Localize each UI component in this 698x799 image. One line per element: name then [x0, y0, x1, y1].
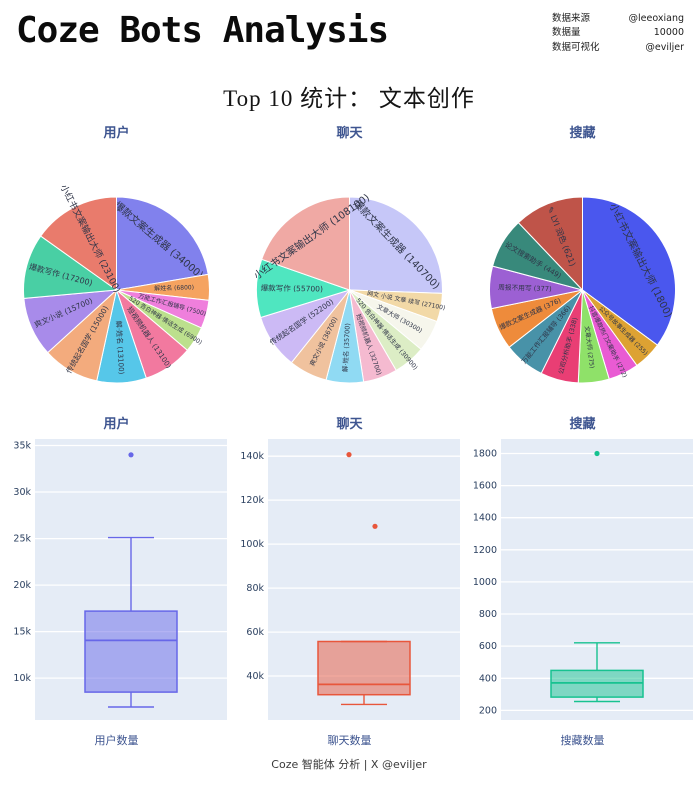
- y-tick-label: 15k: [13, 626, 31, 637]
- pie-svg: 小红书文案输出大师 (1800)公众号故事生成器 (255)抖音爆款热门文案助手…: [489, 196, 676, 384]
- meta-value: 10000: [653, 27, 684, 39]
- chart-title: 搜藏: [569, 416, 596, 432]
- pie-slice: [40, 196, 117, 291]
- pie-slice: [349, 196, 443, 294]
- meta-row-visualization: 数据可视化 @eviljer: [552, 41, 684, 55]
- y-tick-label: 10k: [13, 673, 31, 684]
- box-iqr: [84, 610, 178, 693]
- y-tick-label: 400: [479, 673, 497, 684]
- pie-favorites-canvas: 小红书文案输出大师 (1800) 公众号故事生成器 (255) 抖音爆款热门文案助手…: [466, 143, 698, 408]
- y-tick-label: 40k: [246, 671, 264, 682]
- box-svg: 40k 60k 80k 100k 120k 140k: [240, 438, 460, 720]
- pie-slice: [116, 196, 209, 291]
- outlier-point: [346, 451, 352, 457]
- pie-chart-users: 用户 爆款文案生成器 (34000) 解姓名 (6800) 万能工作汇报辅导 (75…: [0, 125, 233, 408]
- meta-label: 数据量: [552, 27, 581, 39]
- pie-slice: [582, 196, 676, 346]
- chart-title: 用户: [103, 125, 130, 141]
- y-tick-label: 1600: [473, 480, 497, 491]
- outlier-point: [128, 451, 134, 458]
- x-axis-label: 搜藏数量: [560, 733, 605, 747]
- pie-slice: [261, 196, 350, 291]
- chart-title: 用户: [103, 416, 130, 432]
- y-tick-label: 60k: [246, 627, 264, 638]
- meta-row-source: 数据来源 @leeoxiang: [552, 12, 684, 26]
- y-tick-label: 20k: [13, 580, 31, 591]
- box-favorites-canvas: 200 400 600 800 1000 1200 1400 1600 1800: [466, 434, 698, 736]
- outlier-point: [594, 450, 600, 456]
- chart-title: 搜藏: [569, 125, 596, 141]
- pie-chart-favorites: 搜藏 小红书文案输出大师 (1800) 公众号故事生成器 (255) 抖音爆款热门文…: [466, 125, 698, 408]
- x-axis-label: 聊天数量: [327, 733, 372, 747]
- meta-value: @leeoxiang: [628, 13, 684, 24]
- chart-title: 聊天: [336, 125, 363, 141]
- pie-svg: 爆款文案生成器 (34000)解姓名 (6800)万能工作汇报辅导 (7500)…: [23, 182, 210, 384]
- y-tick-label: 120k: [240, 495, 264, 506]
- x-axis-label: 用户数量: [94, 733, 139, 747]
- y-tick-label: 25k: [13, 533, 31, 544]
- y-tick-label: 600: [479, 641, 497, 652]
- y-tick-label: 1800: [473, 448, 497, 459]
- y-tick-label: 1000: [473, 577, 497, 588]
- app-title: Coze Bots Analysis: [16, 10, 389, 51]
- outlier-point: [372, 523, 378, 529]
- y-tick-label: 800: [479, 609, 497, 620]
- meta-label: 数据可视化: [552, 41, 600, 53]
- box-users-canvas: 10k 15k 20k 25k 30k 35k: [0, 434, 233, 736]
- box-chats-canvas: 40k 60k 80k 100k 120k 140k: [233, 434, 466, 736]
- y-tick-label: 30k: [13, 487, 31, 498]
- pie-slice-label: 解·姓名 (35700): [340, 323, 351, 372]
- y-tick-label: 140k: [240, 451, 264, 462]
- pie-slice-label: 解姓名 (6800): [154, 283, 194, 292]
- pie-slice-label: 爆款写作 (55700): [261, 282, 323, 293]
- box-plot-favorites: 搜藏 200 400 600 800 1000 1200 1400 1600 1800 搜藏数量: [466, 416, 698, 748]
- y-tick-label: 100k: [240, 539, 264, 550]
- chart-title: 聊天: [336, 416, 363, 432]
- main-title: Top 10 统计： 文本创作: [223, 85, 475, 111]
- meta-row-count: 数据量 10000: [552, 26, 684, 40]
- y-tick-label: 80k: [246, 583, 264, 594]
- y-tick-label: 200: [479, 705, 497, 716]
- footer: Coze 智能体 分析 | X @eviljer: [271, 757, 427, 771]
- pie-slice: [23, 235, 118, 299]
- pie-users-canvas: 爆款文案生成器 (34000) 解姓名 (6800) 万能工作汇报辅导 (7500)…: [0, 143, 233, 408]
- pie-slice-label: 解·姓名 (13100): [114, 320, 126, 374]
- header-meta: 数据来源 @leeoxiang 数据量 10000 数据可视化 @eviljer: [552, 12, 684, 55]
- box-svg: 200 400 600 800 1000 1200 1400 1600 1800: [473, 438, 693, 720]
- pie-slice: [517, 196, 583, 292]
- meta-value: @eviljer: [645, 41, 684, 53]
- pie-chart-chats: 聊天 爆款文案生成器 (140700) 网文 小说 文章 续写 (27100) 文章…: [233, 125, 466, 408]
- y-tick-label: 1200: [473, 545, 497, 556]
- header: Coze Bots Analysis 数据来源 @leeoxiang 数据量 1…: [0, 0, 698, 55]
- y-tick-label: 35k: [13, 440, 31, 451]
- pie-svg: 爆款文案生成器 (140700)网文 小说 文章 续写 (27100)文章大师 …: [251, 191, 446, 384]
- pie-chats-canvas: 爆款文案生成器 (140700) 网文 小说 文章 续写 (27100) 文章大师 …: [233, 143, 466, 408]
- box-plots-row: 用户 10k 15k 20k 25k 30k 35k 用户数量 聊天 40k 60k 80k 1…: [0, 416, 698, 748]
- pie-slice-label: 周报不用写 (377): [498, 282, 552, 293]
- pie-charts-row: 用户 爆款文案生成器 (34000) 解姓名 (6800) 万能工作汇报辅导 (75…: [0, 125, 698, 408]
- meta-label: 数据来源: [552, 13, 591, 24]
- y-tick-label: 1400: [473, 512, 497, 523]
- box-svg: 10k 15k 20k 25k 30k 35k: [13, 438, 227, 720]
- box-plot-chats: 聊天 40k 60k 80k 100k 120k 140k 聊天数量: [233, 416, 466, 748]
- box-iqr: [317, 640, 411, 696]
- box-plot-users: 用户 10k 15k 20k 25k 30k 35k 用户数量: [0, 416, 233, 748]
